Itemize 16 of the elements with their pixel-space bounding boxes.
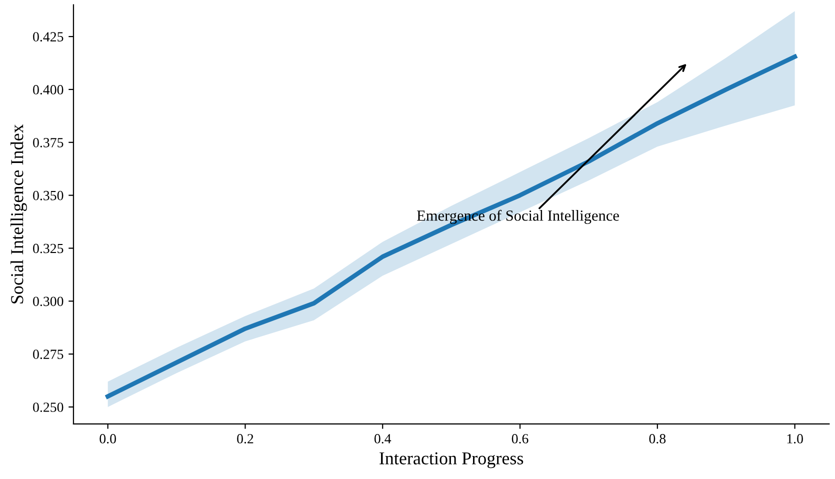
x-axis-title: Interaction Progress <box>380 452 524 468</box>
y-tick-label: 0.250 <box>33 402 64 412</box>
y-tick-label: 0.275 <box>33 350 64 360</box>
y-tick-label: 0.400 <box>33 85 64 94</box>
x-tick-label: 1.0 <box>787 434 803 444</box>
y-axis-title: Social Intelligence Index <box>10 124 27 304</box>
y-tick-label: 0.300 <box>33 296 64 306</box>
y-tick-label: 0.375 <box>33 138 64 148</box>
y-tick-label: 0.425 <box>33 32 64 42</box>
x-tick-label: 0.8 <box>649 434 666 444</box>
x-tick-label: 0.6 <box>512 434 528 444</box>
x-tick-label: 0.0 <box>100 434 116 444</box>
x-tick-label: 0.2 <box>237 434 254 444</box>
y-tick-label: 0.350 <box>33 190 64 200</box>
y-tick-label: 0.325 <box>33 244 64 254</box>
x-tick-label: 0.4 <box>374 434 392 444</box>
